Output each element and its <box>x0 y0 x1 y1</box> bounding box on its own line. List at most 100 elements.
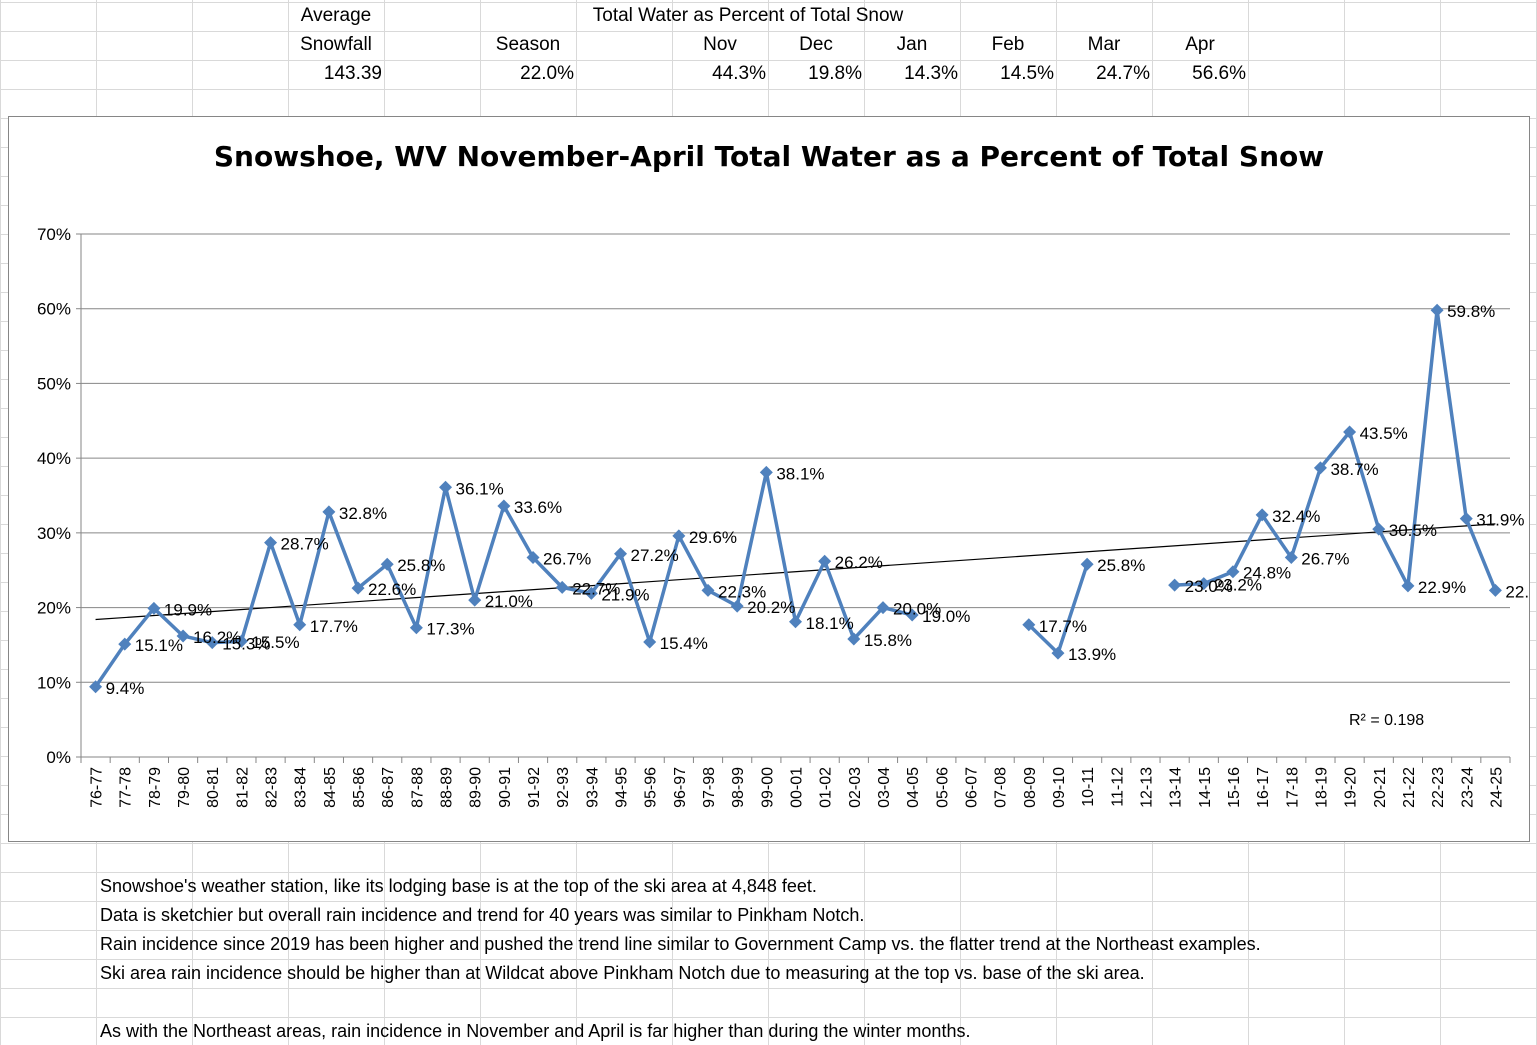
y-axis: 0% 10% 20% 30% 40% 50% 60% 70% <box>37 225 82 767</box>
x-tick-label: 87-88 <box>409 767 426 808</box>
data-label: 59.8% <box>1447 302 1495 321</box>
col-feb-value: 14.5% <box>1000 63 1054 84</box>
data-label: 18.1% <box>806 614 854 633</box>
x-tick-label: 98-99 <box>730 767 747 808</box>
data-label: 15.3% <box>222 635 270 654</box>
x-tick-label: 12-13 <box>1138 767 1155 808</box>
x-tick-label: 10-11 <box>1080 767 1097 807</box>
data-point <box>1022 618 1036 632</box>
x-axis: 76-77 77-78 78-79 79-80 80-81 81-82 82-83 83-84… <box>80 757 1511 808</box>
data-point <box>1372 522 1386 536</box>
data-point <box>1255 508 1269 522</box>
data-label: 22.9% <box>1418 578 1466 597</box>
series-segment <box>1027 563 1089 655</box>
note-4: Ski area rain incidence should be higher… <box>100 963 1145 983</box>
data-point <box>701 583 715 597</box>
x-tick-label: 14-15 <box>1197 767 1214 808</box>
data-point <box>264 536 278 550</box>
data-point <box>118 637 132 651</box>
data-point <box>1284 551 1298 565</box>
line-chart: Snowshoe, WV November-April Total Water … <box>37 140 1528 808</box>
x-tick-label: 99-00 <box>759 767 776 808</box>
note-3: Rain incidence since 2019 has been highe… <box>100 934 1261 954</box>
data-point <box>526 551 540 565</box>
data-point <box>439 480 453 494</box>
data-label: 20.2% <box>747 598 795 617</box>
data-label: 28.7% <box>281 535 329 554</box>
x-tick-label: 79-80 <box>176 767 193 808</box>
col-dec-label: Dec <box>799 34 833 55</box>
data-label: 38.7% <box>1330 460 1378 479</box>
data-point <box>468 593 482 607</box>
data-label: 27.2% <box>631 546 679 565</box>
data-point <box>730 599 744 613</box>
data-label: 29.6% <box>689 528 737 547</box>
data-point <box>1401 579 1415 593</box>
average-label: Average <box>300 5 372 26</box>
snowfall-label: Snowfall <box>300 34 372 55</box>
data-label: 26.2% <box>835 553 883 572</box>
x-tick-label: 07-08 <box>993 767 1010 808</box>
chart-title: Snowshoe, WV November-April Total Water … <box>214 140 1324 173</box>
data-point <box>1168 578 1182 592</box>
data-label: 26.7% <box>1301 550 1349 569</box>
x-tick-label: 81-82 <box>234 767 251 808</box>
x-tick-label: 92-93 <box>555 767 572 808</box>
series-segment <box>1174 308 1498 592</box>
data-point <box>876 601 890 615</box>
series-markers <box>89 303 1502 694</box>
x-tick-label: 97-98 <box>701 767 718 808</box>
x-tick-label: 88-89 <box>439 767 456 808</box>
y-tick-label: 50% <box>37 374 71 393</box>
data-point <box>89 680 103 694</box>
data-label: 19.9% <box>164 600 212 619</box>
y-tick-label: 20% <box>37 599 71 618</box>
data-label: 13.9% <box>1068 645 1116 664</box>
x-tick-label: 85-86 <box>351 767 368 808</box>
data-label: 32.4% <box>1272 507 1320 526</box>
x-tick-label: 06-07 <box>963 767 980 808</box>
data-point <box>1343 425 1357 439</box>
x-tick-label: 78-79 <box>147 767 164 808</box>
col-season-value: 22.0% <box>520 63 574 84</box>
chart-frame[interactable]: Snowshoe, WV November-April Total Water … <box>8 116 1530 842</box>
col-jan-value: 14.3% <box>904 63 958 84</box>
r-squared-label: R² = 0.198 <box>1349 712 1424 729</box>
x-tick-label: 09-10 <box>1051 767 1068 808</box>
note-5: As with the Northeast areas, rain incide… <box>100 1021 971 1041</box>
data-point <box>1430 303 1444 317</box>
data-point <box>555 580 569 594</box>
data-point <box>643 635 657 649</box>
data-label: 32.8% <box>339 504 387 523</box>
data-point <box>409 621 423 635</box>
x-tick-label: 00-01 <box>789 767 806 808</box>
data-label: 25.8% <box>1097 556 1145 575</box>
x-tick-label: 76-77 <box>89 767 106 808</box>
data-label: 26.7% <box>543 550 591 569</box>
data-point <box>672 529 686 543</box>
data-point <box>497 499 511 513</box>
x-tick-label: 24-25 <box>1488 767 1505 808</box>
data-label: 21.9% <box>601 585 649 604</box>
x-tick-label: 15-16 <box>1226 767 1243 808</box>
x-tick-label: 94-95 <box>614 767 631 808</box>
x-tick-label: 20-21 <box>1372 767 1389 808</box>
col-jan-label: Jan <box>896 34 928 55</box>
data-point <box>380 557 394 571</box>
data-label: 16.2% <box>193 628 241 647</box>
data-point <box>1459 512 1473 526</box>
x-tick-label: 90-91 <box>497 767 514 808</box>
y-tick-label: 10% <box>37 673 71 692</box>
x-tick-label: 03-04 <box>876 767 893 808</box>
data-label: 19.0% <box>922 607 970 626</box>
x-tick-label: 82-83 <box>264 767 281 808</box>
data-point <box>351 581 365 595</box>
data-label: 38.1% <box>776 464 824 483</box>
x-tick-label: 02-03 <box>847 767 864 808</box>
data-label: 22.3% <box>1505 582 1528 601</box>
data-label: 22.7% <box>572 579 620 598</box>
y-tick-label: 30% <box>37 524 71 543</box>
data-point <box>584 586 598 600</box>
data-label: 17.7% <box>310 617 358 636</box>
data-label: 15.5% <box>251 633 299 652</box>
